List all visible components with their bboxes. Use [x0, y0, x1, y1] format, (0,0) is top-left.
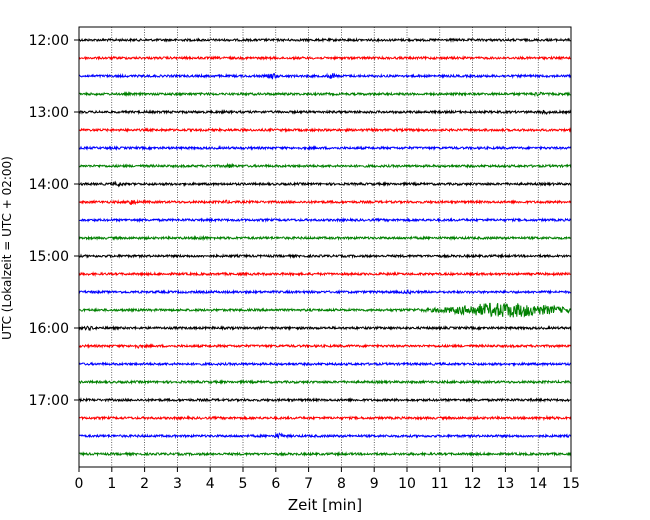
x-tick-label: 8	[337, 476, 346, 492]
trace-1400	[78, 180, 572, 188]
y-tick-label: 14:00	[29, 177, 69, 193]
x-tick-label: 6	[271, 476, 280, 492]
seismic-traces	[78, 37, 572, 458]
trace-1515	[78, 270, 572, 278]
trace-1200	[78, 37, 572, 44]
x-tick-label: 1	[107, 476, 116, 492]
trace-1230	[78, 72, 572, 80]
x-tick-label: 11	[431, 476, 449, 492]
trace-1745	[78, 451, 572, 458]
y-tick-label: 13:00	[29, 105, 69, 121]
x-tick-label: 4	[206, 476, 215, 492]
x-tick-label: 3	[173, 476, 182, 492]
trace-1600	[78, 325, 572, 332]
trace-1630	[78, 361, 572, 367]
y-tick-label: 12:00	[29, 33, 69, 49]
trace-1645	[78, 379, 572, 385]
y-tick-label: 17:00	[29, 393, 69, 409]
y-tick-label: 15:00	[29, 249, 69, 265]
trace-1530	[78, 289, 572, 296]
x-tick-label: 0	[75, 476, 84, 492]
x-tick-label: 5	[239, 476, 248, 492]
trace-1545	[78, 302, 572, 318]
x-axis: 0 1 2 3 4 5 6 7 8 9 10 11 12 13 14 15	[75, 467, 580, 492]
x-tick-label: 15	[562, 476, 580, 492]
y-axis: 12:00 13:00 14:00 15:00 16:00 17:00	[29, 33, 79, 409]
trace-1700	[78, 397, 572, 404]
y-axis-label: UTC (Lokalzeit = UTC + 02:00)	[0, 156, 14, 340]
x-tick-label: 12	[464, 476, 482, 492]
trace-1715	[78, 414, 572, 422]
x-tick-label: 9	[370, 476, 379, 492]
trace-1345	[78, 162, 572, 169]
x-tick-label: 14	[529, 476, 547, 492]
trace-1415	[78, 199, 572, 206]
trace-1330	[78, 145, 572, 151]
trace-1500	[78, 253, 572, 260]
trace-1445	[78, 234, 572, 242]
x-tick-label: 13	[496, 476, 514, 492]
y-tick-label: 16:00	[29, 321, 69, 337]
trace-1615	[78, 343, 572, 350]
trace-1245	[78, 91, 572, 98]
x-tick-label: 7	[304, 476, 313, 492]
trace-1315	[78, 127, 572, 134]
vertical-gridlines	[111, 27, 539, 467]
x-tick-label: 2	[140, 476, 149, 492]
trace-1215	[78, 54, 572, 61]
x-axis-label: Zeit [min]	[288, 496, 362, 514]
trace-1430	[78, 216, 572, 224]
plot-frame	[78, 26, 572, 468]
trace-1730	[78, 432, 572, 440]
trace-1300	[78, 109, 572, 116]
x-tick-label: 10	[398, 476, 416, 492]
